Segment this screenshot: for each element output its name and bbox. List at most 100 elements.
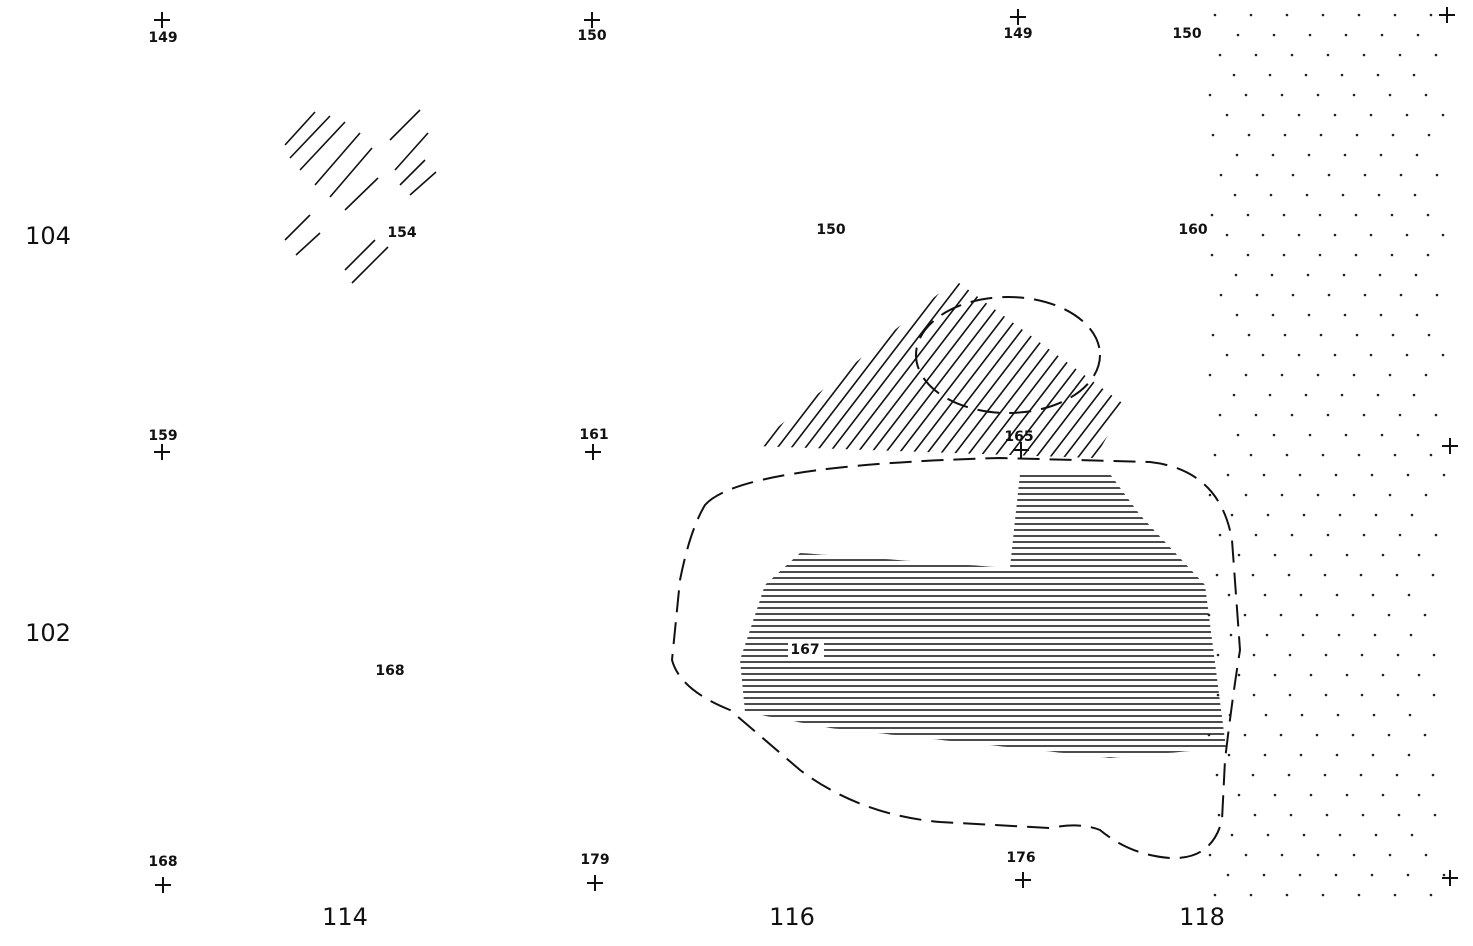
dot [1287, 573, 1291, 577]
dot [1213, 893, 1217, 897]
dot [1427, 133, 1431, 137]
dot [1291, 173, 1295, 177]
dot [1362, 533, 1366, 537]
dot [1333, 353, 1337, 357]
dot [1362, 413, 1366, 417]
dot [1287, 773, 1291, 777]
dot [1397, 813, 1401, 817]
grid-cross [1439, 7, 1455, 23]
dot [1345, 553, 1349, 557]
dot [1271, 153, 1275, 157]
dot [1341, 193, 1345, 197]
dot [1442, 873, 1446, 877]
dot [1305, 193, 1309, 197]
dot [1324, 693, 1328, 697]
hatch-line [1117, 280, 1125, 458]
grid-cross [154, 12, 170, 28]
dot [1335, 753, 1339, 757]
dot [1406, 473, 1410, 477]
dot [1243, 613, 1247, 617]
dot [1415, 313, 1419, 317]
dot [1381, 793, 1385, 797]
dot [1417, 673, 1421, 677]
dot [1255, 173, 1259, 177]
dot [1434, 53, 1438, 57]
dot [1230, 513, 1234, 517]
dot [1283, 133, 1287, 137]
dot [1247, 133, 1251, 137]
dot [1393, 453, 1397, 457]
dot [1429, 453, 1433, 457]
dot [1399, 293, 1403, 297]
dot [1230, 833, 1234, 837]
hatch-line [963, 280, 1125, 458]
dot [1396, 653, 1400, 657]
spot-height: 167 [790, 642, 819, 658]
dot [1342, 273, 1346, 277]
cross-label: 149 [1003, 26, 1032, 42]
dot [1225, 113, 1229, 117]
dot [1429, 13, 1433, 17]
dot [1393, 893, 1397, 897]
dot [1232, 393, 1236, 397]
dot [1302, 513, 1306, 517]
dot [1288, 693, 1292, 697]
grid-cross [1442, 870, 1458, 886]
cross-label: 159 [148, 428, 177, 444]
dot [1208, 373, 1212, 377]
dot [1334, 473, 1338, 477]
dot [1271, 313, 1275, 317]
hatch-line [1103, 280, 1125, 458]
dot [1249, 13, 1253, 17]
dot-pattern [1207, 13, 1446, 897]
dot [1388, 373, 1392, 377]
dot [1319, 133, 1323, 137]
horizontal-hatch [740, 475, 1226, 758]
dot [1307, 153, 1311, 157]
dot [1321, 13, 1325, 17]
dot [1208, 93, 1212, 97]
northing-label: 104 [25, 222, 71, 250]
dot [1369, 353, 1373, 357]
dot [1410, 513, 1414, 517]
dot [1423, 613, 1427, 617]
grid-cross [585, 444, 601, 460]
dot [1210, 213, 1214, 217]
dot [1262, 473, 1266, 477]
dot [1407, 593, 1411, 597]
dot [1407, 753, 1411, 757]
dot [1244, 493, 1248, 497]
dot [1376, 73, 1380, 77]
dot [1316, 373, 1320, 377]
dot [1227, 593, 1231, 597]
dot [1414, 273, 1418, 277]
dot [1261, 233, 1265, 237]
dot [1280, 93, 1284, 97]
cross-label: 149 [148, 30, 177, 46]
dot [1247, 333, 1251, 337]
dot [1254, 413, 1258, 417]
dot [1227, 753, 1231, 757]
dot [1357, 893, 1361, 897]
dot [1388, 93, 1392, 97]
dot [1261, 353, 1265, 357]
dot [1376, 393, 1380, 397]
dot [1405, 233, 1409, 237]
dot [1429, 893, 1433, 897]
dot [1225, 233, 1229, 237]
dot [1306, 273, 1310, 277]
dot [1217, 813, 1221, 817]
dot [1261, 113, 1265, 117]
dot [1357, 13, 1361, 17]
dot [1323, 573, 1327, 577]
hatch-line [781, 280, 998, 458]
dot [1327, 173, 1331, 177]
hatch-line [1033, 280, 1125, 458]
dot [1343, 153, 1347, 157]
dot [1378, 273, 1382, 277]
grid-cross [155, 877, 171, 893]
dot [1416, 33, 1420, 37]
dot [1218, 533, 1222, 537]
hatch-line [1132, 180, 1347, 460]
